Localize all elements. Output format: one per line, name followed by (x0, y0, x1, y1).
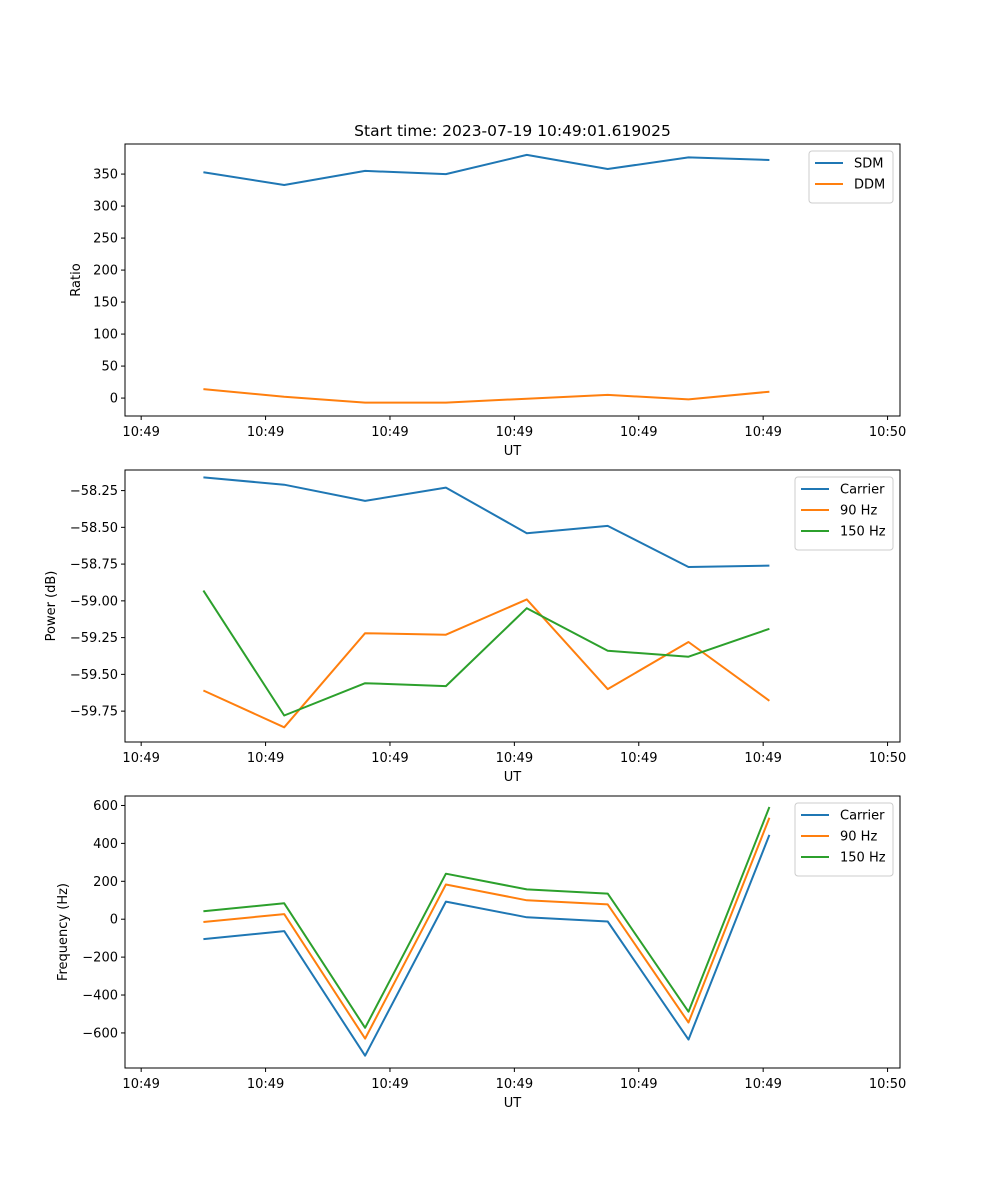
x-tick-label: 10:49 (496, 1077, 533, 1092)
legend-label: 90 Hz (840, 504, 877, 519)
y-tick-label: 300 (93, 200, 118, 215)
legend: Carrier 90 Hz 150 Hz (794, 802, 894, 877)
legend-label: 150 Hz (840, 525, 886, 540)
y-tick-label: 600 (93, 799, 118, 814)
axes-frame (124, 143, 901, 417)
subplot-2: 10:49 10:49 10:49 10:49 10:49 10:49 10:50 −59.7… (44, 469, 906, 785)
series-line-sdm (203, 153, 770, 186)
series-line-carrier (203, 834, 771, 1057)
y-tick-label: 150 (93, 296, 118, 311)
subplot-3: 10:49 10:49 10:49 10:49 10:49 10:49 10:50 −600 −… (56, 795, 906, 1111)
y-axis-label: Frequency (Hz) (56, 883, 71, 981)
x-tick-label: 10:49 (371, 425, 408, 440)
legend-label: SDM (854, 157, 883, 172)
series-line-carrier (203, 476, 770, 568)
legend-label: 90 Hz (840, 830, 877, 845)
subplots: 10:49 10:49 10:49 10:49 10:49 10:49 10:50 0 50 10… (44, 143, 906, 1111)
y-tick-label: −400 (82, 989, 118, 1004)
legend-label: 150 Hz (840, 851, 886, 866)
x-tick-label: 10:49 (122, 425, 159, 440)
y-tick-label: −200 (82, 951, 118, 966)
x-tick-label: 10:49 (122, 751, 159, 766)
x-tick-label: 10:49 (496, 425, 533, 440)
series-line-150-hz (203, 806, 771, 1029)
series-line-ddm (203, 388, 770, 404)
y-tick-label: −58.75 (70, 558, 118, 573)
y-tick-label: 0 (110, 392, 118, 407)
series-line-90-hz (202, 598, 770, 729)
x-tick-label: 10:49 (122, 1077, 159, 1092)
x-axis-label: UT (504, 444, 522, 459)
y-tick-label: −59.50 (70, 668, 118, 683)
y-tick-label: −59.25 (70, 631, 118, 646)
x-tick-label: 10:50 (869, 425, 906, 440)
legend-label: DDM (854, 178, 885, 193)
axes-frame (124, 469, 901, 743)
x-tick-label: 10:49 (371, 1077, 408, 1092)
y-tick-label: −58.50 (70, 521, 118, 536)
figure-title: Start time: 2023-07-19 10:49:01.619025 (354, 122, 671, 140)
x-tick-label: 10:50 (869, 1077, 906, 1092)
legend: SDM DDM (808, 150, 894, 204)
series-line-150-hz (202, 590, 770, 717)
y-tick-label: 250 (93, 232, 118, 247)
x-tick-label: 10:49 (620, 1077, 657, 1092)
x-tick-label: 10:49 (744, 1077, 781, 1092)
legend-label: Carrier (840, 809, 885, 824)
y-tick-label: −600 (82, 1026, 118, 1041)
x-tick-label: 10:49 (496, 751, 533, 766)
y-tick-label: 0 (110, 913, 118, 928)
y-tick-label: −59.75 (70, 705, 118, 720)
y-tick-label: −59.00 (70, 594, 118, 609)
y-tick-label: 50 (101, 360, 118, 375)
x-axis-label: UT (504, 1096, 522, 1111)
legend-label: Carrier (840, 483, 885, 498)
x-tick-label: 10:49 (744, 425, 781, 440)
y-tick-label: −58.25 (70, 484, 118, 499)
y-tick-label: 350 (93, 168, 118, 183)
x-tick-label: 10:49 (620, 425, 657, 440)
y-tick-label: 400 (93, 837, 118, 852)
axes-frame (124, 795, 901, 1069)
y-tick-label: 200 (93, 875, 118, 890)
x-tick-label: 10:49 (744, 751, 781, 766)
series-line-90-hz (203, 817, 771, 1040)
x-tick-label: 10:49 (371, 751, 408, 766)
x-axis-label: UT (504, 770, 522, 785)
y-tick-label: 100 (93, 328, 118, 343)
y-axis-label: Power (dB) (44, 571, 59, 642)
y-tick-label: 200 (93, 264, 118, 279)
x-tick-label: 10:49 (620, 751, 657, 766)
legend: Carrier 90 Hz 150 Hz (794, 476, 894, 551)
y-axis-label: Ratio (69, 263, 84, 296)
x-tick-label: 10:50 (869, 751, 906, 766)
x-tick-label: 10:49 (247, 751, 284, 766)
subplot-1: 10:49 10:49 10:49 10:49 10:49 10:49 10:50 0 50 10… (69, 143, 906, 459)
x-tick-label: 10:49 (247, 425, 284, 440)
x-tick-label: 10:49 (247, 1077, 284, 1092)
